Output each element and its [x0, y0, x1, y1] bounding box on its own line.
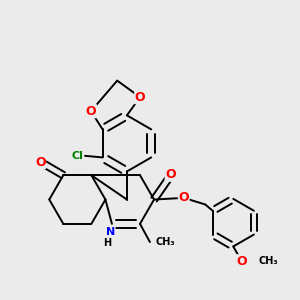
Text: O: O [86, 105, 96, 118]
Text: H: H [103, 238, 111, 248]
Text: O: O [236, 255, 247, 268]
Text: O: O [135, 91, 146, 104]
Text: O: O [178, 191, 189, 204]
Text: O: O [165, 168, 176, 181]
Text: N: N [106, 227, 115, 237]
Text: CH₃: CH₃ [156, 237, 176, 247]
Text: CH₃: CH₃ [258, 256, 278, 266]
Text: O: O [35, 155, 46, 169]
Text: Cl: Cl [72, 151, 84, 161]
